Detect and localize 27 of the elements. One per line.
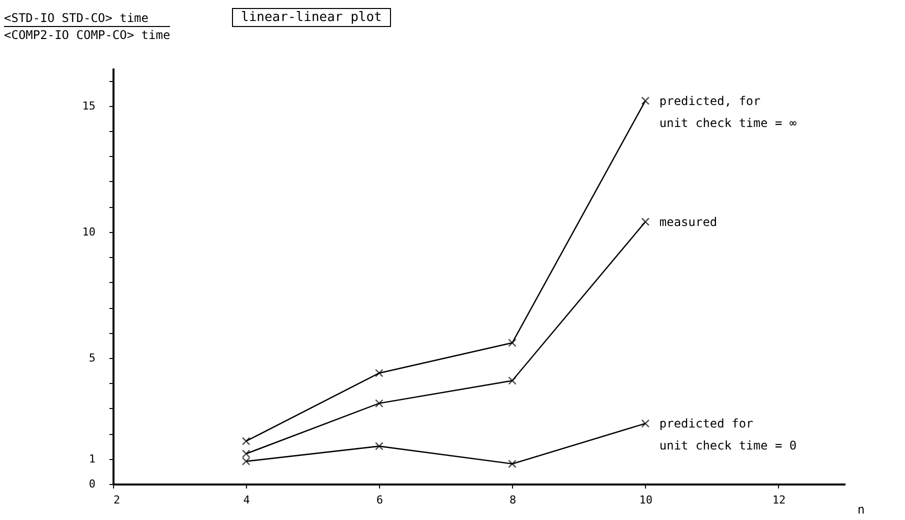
point [374,442,384,450]
point [508,376,516,385]
y-axis-title: <STD-IO STD-CO> time <COMP2-IO COMP-CO> time [4,10,170,43]
x-axis-title: n [858,502,865,516]
x-tick-label: 10 [639,494,652,506]
point [641,96,650,105]
point [374,368,384,378]
y-tick-label: 15 [82,99,96,112]
point [242,436,250,446]
series-label: measured [659,214,718,229]
point [508,460,516,468]
x-tick-label: 2 [114,494,120,506]
x-tick-label: 8 [509,494,516,506]
y-tick-label: 5 [88,351,96,364]
series-label: predicted, for unit check time = ∞ [659,94,797,130]
point [508,338,516,347]
series-label: predicted for unit check time = 0 [659,416,797,452]
x-tick-label: 4 [243,494,250,506]
x-tick-label: 6 [376,494,383,506]
point [641,419,650,428]
point [641,218,650,226]
x-tick-label: 12 [772,494,786,506]
chart-title: linear-linear plot [232,8,391,27]
point [374,399,384,408]
y-tick-label: 10 [82,225,96,238]
y-tick-label: 1 [88,452,96,466]
y-tick-label: 0 [88,478,96,490]
